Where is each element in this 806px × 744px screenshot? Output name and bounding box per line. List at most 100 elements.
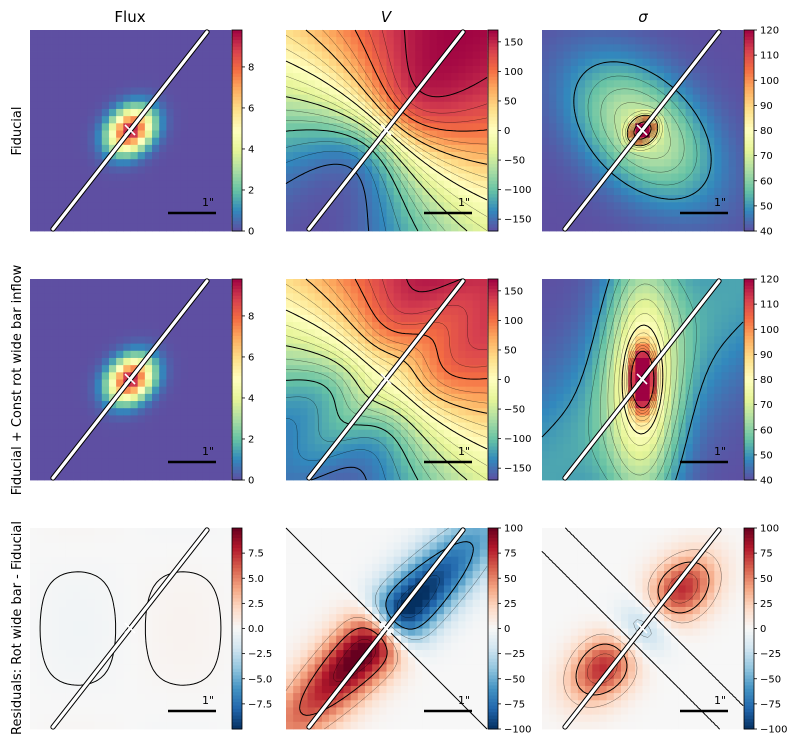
heatmap-cell	[707, 322, 715, 330]
heatmap-cell	[336, 286, 344, 294]
heatmap-cell	[174, 195, 182, 203]
heatmap-cell	[415, 358, 423, 366]
heatmap-cell	[59, 423, 67, 431]
heatmap-cell	[351, 301, 359, 309]
heatmap-cell	[152, 188, 160, 196]
heatmap-cell	[451, 52, 459, 60]
heatmap-cell	[286, 365, 294, 373]
heatmap-cell	[152, 59, 160, 67]
heatmap-cell	[628, 44, 636, 52]
colorbar-segment	[232, 137, 242, 141]
heatmap-cell	[693, 224, 701, 232]
heatmap-cell	[729, 351, 737, 359]
colorbar-tick-label: 0	[248, 476, 254, 487]
heatmap-cell	[585, 102, 593, 110]
heatmap-cell	[343, 279, 351, 287]
heatmap-cell	[621, 322, 629, 330]
heatmap-cell	[202, 174, 210, 182]
heatmap-cell	[195, 308, 203, 316]
heatmap-cell	[607, 152, 615, 160]
heatmap-cell	[473, 44, 481, 52]
colorbar-segment	[232, 191, 242, 195]
heatmap-cell	[592, 423, 600, 431]
heatmap-cell	[152, 430, 160, 438]
heatmap-cell	[686, 408, 694, 416]
heatmap-cell	[174, 166, 182, 174]
heatmap-cell	[671, 308, 679, 316]
heatmap-cell	[444, 80, 452, 88]
heatmap-cell	[329, 159, 337, 167]
heatmap-cell	[217, 315, 225, 323]
heatmap-cell	[578, 217, 586, 225]
heatmap-cell	[66, 394, 74, 402]
heatmap-cell	[116, 372, 124, 380]
heatmap-cell	[217, 415, 225, 423]
heatmap-cell	[480, 415, 488, 423]
heatmap-cell	[657, 415, 665, 423]
heatmap-cell	[80, 87, 88, 95]
heatmap-cell	[628, 52, 636, 60]
heatmap-cell	[351, 473, 359, 481]
heatmap-cell	[44, 102, 52, 110]
heatmap-cell	[415, 66, 423, 74]
heatmap-cell	[729, 181, 737, 189]
heatmap-cell	[95, 87, 103, 95]
heatmap-cell	[202, 44, 210, 52]
heatmap-cell	[209, 138, 217, 146]
heatmap-cell	[549, 209, 557, 217]
heatmap-cell	[73, 209, 81, 217]
heatmap-cell	[473, 286, 481, 294]
heatmap-cell	[394, 423, 402, 431]
heatmap-cell	[66, 102, 74, 110]
heatmap-cell	[87, 329, 95, 337]
heatmap-cell	[415, 188, 423, 196]
heatmap-cell	[123, 102, 131, 110]
heatmap-cell	[721, 394, 729, 402]
heatmap-cell	[657, 166, 665, 174]
heatmap-cell	[59, 123, 67, 131]
heatmap-cell	[458, 293, 466, 301]
heatmap-cell	[102, 188, 110, 196]
heatmap-cell	[37, 394, 45, 402]
heatmap-cell	[224, 351, 232, 359]
heatmap-cell	[542, 336, 550, 344]
heatmap-cell	[571, 131, 579, 139]
heatmap-cell	[181, 408, 189, 416]
heatmap-cell	[621, 224, 629, 232]
heatmap-cell	[286, 73, 294, 81]
heatmap-cell	[473, 217, 481, 225]
heatmap-cell	[549, 159, 557, 167]
heatmap-cell	[37, 159, 45, 167]
heatmap-cell	[458, 365, 466, 373]
heatmap-cell	[571, 372, 579, 380]
heatmap-cell	[116, 365, 124, 373]
heatmap-cell	[721, 37, 729, 45]
heatmap-cell	[87, 372, 95, 380]
colorbar-segment	[232, 416, 242, 420]
heatmap-cell	[315, 279, 323, 287]
heatmap-cell	[174, 224, 182, 232]
heatmap-cell	[59, 73, 67, 81]
heatmap-cell	[308, 174, 316, 182]
heatmap-cell	[721, 308, 729, 316]
heatmap-cell	[102, 138, 110, 146]
heatmap-cell	[59, 131, 67, 139]
colorbar-segment	[488, 57, 498, 61]
heatmap-cell	[336, 423, 344, 431]
heatmap-cell	[700, 415, 708, 423]
heatmap-cell	[422, 301, 430, 309]
row-labels: Fiducial Fiducial + Const rot wide bar i…	[10, 107, 25, 735]
heatmap-cell	[123, 351, 131, 359]
colorbar-segment	[744, 134, 754, 138]
heatmap-cell	[116, 174, 124, 182]
colorbar-segment	[488, 97, 498, 101]
heatmap-cell	[336, 37, 344, 45]
heatmap-cell	[37, 217, 45, 225]
colorbar-segment	[488, 224, 498, 228]
heatmap-cell	[188, 286, 196, 294]
heatmap-cell	[614, 209, 622, 217]
heatmap-cell	[95, 451, 103, 459]
heatmap-cell	[315, 451, 323, 459]
heatmap-cell	[671, 217, 679, 225]
heatmap-cell	[87, 123, 95, 131]
